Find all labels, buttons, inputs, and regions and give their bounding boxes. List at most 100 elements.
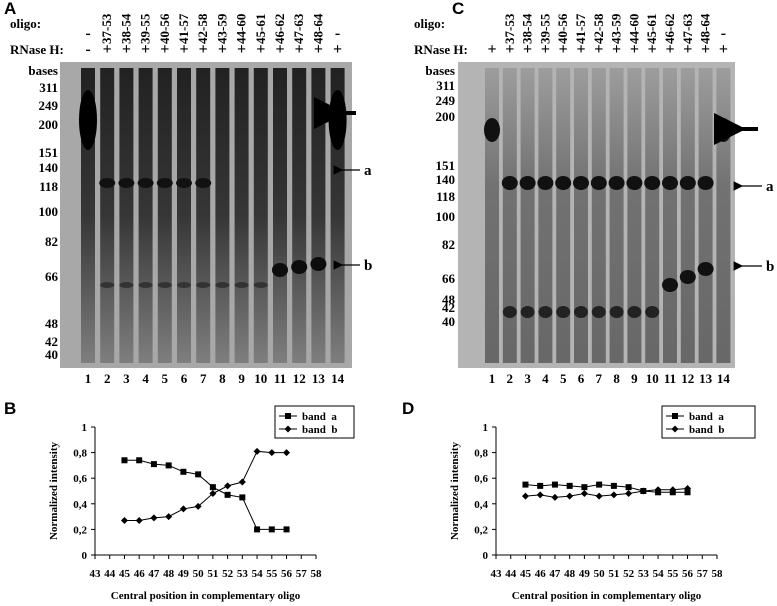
oligo-label: 48-64	[310, 13, 325, 44]
gel-band	[328, 90, 347, 150]
gel-band	[644, 176, 661, 190]
gel-band	[697, 262, 714, 276]
rnase-header: RNase H:	[414, 42, 468, 57]
oligo-label: 43-59	[609, 13, 624, 44]
y-tick-label: 0,6	[474, 473, 488, 485]
size-marker: 66	[442, 271, 456, 286]
gel-lane	[556, 68, 571, 363]
gel-band	[196, 282, 211, 288]
gel-lane	[520, 68, 535, 363]
marker	[180, 468, 187, 475]
size-marker: 82	[442, 237, 455, 252]
gel-band	[272, 263, 288, 277]
gel-band	[556, 306, 571, 318]
x-tick-label: 51	[207, 568, 218, 580]
x-tick-label: 55	[266, 568, 278, 580]
rnase-sign: +	[630, 41, 639, 58]
marker	[120, 516, 128, 524]
marker	[121, 457, 128, 464]
gel-band	[679, 176, 696, 190]
rnase-sign: +	[505, 41, 514, 58]
x-tick-label: 54	[653, 568, 665, 580]
x-tick-label: 47	[148, 568, 160, 580]
oligo-header: oligo:	[10, 16, 41, 31]
gel-lane	[177, 68, 191, 363]
size-marker: 66	[45, 269, 59, 284]
marker	[150, 514, 158, 522]
x-tick-label: 47	[549, 568, 561, 580]
gel-band	[645, 306, 660, 318]
oligo-label: -	[721, 25, 726, 42]
gel-lane	[100, 68, 115, 363]
y-axis-title: Normalized intensity	[449, 441, 461, 540]
marker	[672, 413, 678, 419]
y-tick-label: 0,8	[73, 448, 87, 460]
y-tick-label: 0,2	[474, 524, 488, 536]
marker	[165, 462, 172, 469]
gel-band	[176, 178, 192, 188]
gel-band	[310, 257, 327, 271]
legend-label: band b	[689, 424, 724, 436]
oligo-header: oligo:	[414, 16, 445, 31]
rnase-sign: +	[523, 41, 532, 58]
x-tick-label: 43	[90, 568, 102, 580]
size-marker: 48	[45, 316, 59, 331]
x-tick-label: 55	[667, 568, 679, 580]
x-tick-label: 51	[608, 568, 619, 580]
panel-letter: D	[402, 399, 414, 418]
gel-lane	[663, 68, 677, 363]
bases-header: bases	[425, 63, 455, 78]
rnase-sign: +	[275, 41, 284, 58]
oligo-label: 38-54	[520, 13, 535, 44]
marker	[610, 491, 618, 499]
gel-band	[215, 282, 230, 288]
panel-letter: B	[4, 399, 16, 418]
x-tick-label: 46	[134, 568, 146, 580]
rnase-sign: +	[103, 41, 112, 58]
gel-lane	[645, 68, 660, 363]
rnase-sign: +	[541, 41, 550, 58]
oligo-label: -	[85, 25, 90, 42]
x-tick-label: 53	[638, 568, 650, 580]
oligo-label: 38-54	[118, 13, 133, 44]
y-tick-label: 0,4	[73, 499, 87, 511]
marker	[536, 491, 544, 499]
gel-band	[501, 176, 518, 190]
y-tick-label: 1	[82, 422, 88, 434]
size-marker: 151	[39, 145, 59, 160]
gel-band	[520, 306, 535, 318]
rnase-sign: +	[665, 41, 674, 58]
marker	[566, 492, 574, 500]
lane-number: 3	[123, 371, 130, 386]
x-tick-label: 50	[193, 568, 205, 580]
band-label: b	[364, 258, 372, 274]
size-marker: 118	[436, 189, 455, 204]
marker	[610, 482, 617, 489]
gel-lane	[196, 68, 211, 363]
lane-number: 1	[489, 371, 496, 386]
gel-lane	[215, 68, 230, 363]
gel-lane	[138, 68, 153, 363]
gel-band	[156, 178, 173, 188]
gel-lane	[253, 68, 268, 363]
marker	[209, 490, 217, 498]
x-tick-label: 44	[505, 568, 517, 580]
lane-number: 2	[507, 371, 514, 386]
lane-number: 3	[524, 371, 531, 386]
legend-box	[274, 405, 355, 439]
x-axis-title: Central position in complementary oligo	[512, 590, 702, 602]
lane-number: 13	[312, 371, 326, 386]
size-marker: 42	[442, 300, 455, 315]
lane-number: 9	[238, 371, 245, 386]
gel-band	[608, 176, 625, 190]
lane-number: 12	[293, 371, 306, 386]
rnase-sign: +	[199, 41, 208, 58]
gel-lane	[502, 68, 517, 363]
rnase-header: RNase H:	[10, 42, 64, 57]
x-tick-label: 44	[104, 568, 116, 580]
gel-band	[555, 176, 572, 190]
marker	[625, 490, 633, 498]
marker	[268, 449, 276, 457]
marker	[254, 526, 261, 533]
band-label: b	[766, 259, 774, 275]
